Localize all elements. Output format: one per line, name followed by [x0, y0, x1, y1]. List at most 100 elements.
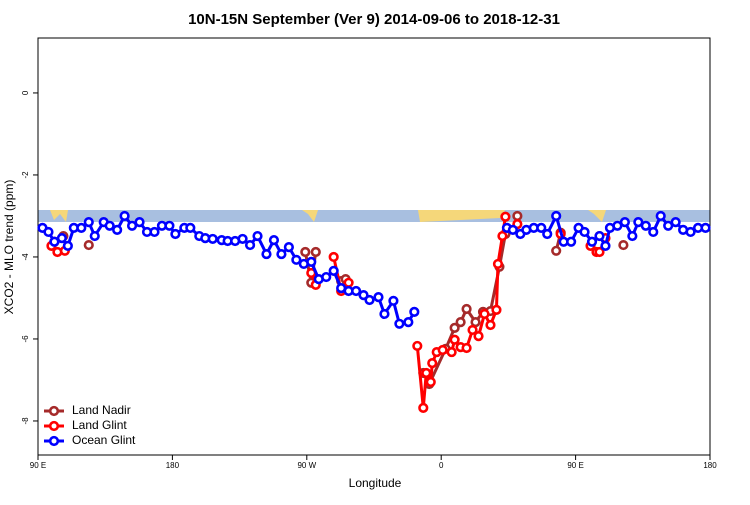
y-axis-label: XCO2 - MLO trend (ppm) — [2, 180, 16, 315]
point — [425, 376, 436, 388]
point — [437, 344, 448, 356]
point — [43, 226, 54, 238]
point — [551, 210, 562, 222]
point — [409, 306, 420, 317]
point — [119, 210, 130, 222]
chart-title: 10N-15N September (Ver 9) 2014-09-06 to … — [188, 11, 560, 28]
point — [485, 319, 496, 331]
land-strip — [302, 210, 318, 222]
point — [300, 246, 311, 258]
point — [594, 230, 605, 242]
x-axis-label: Longitude — [349, 476, 402, 490]
y-tick-label: 0 — [21, 90, 30, 95]
point — [449, 334, 460, 345]
point — [492, 258, 504, 270]
point — [449, 322, 460, 333]
point — [461, 342, 472, 354]
point — [633, 217, 644, 228]
point — [700, 222, 711, 233]
point — [685, 226, 696, 238]
point — [427, 358, 438, 369]
point — [185, 222, 196, 233]
point — [328, 251, 339, 263]
point — [350, 285, 362, 297]
land-strip — [588, 210, 606, 222]
point — [627, 230, 638, 242]
point — [83, 217, 94, 228]
legend-marker — [48, 435, 60, 447]
x-tick-label: 180 — [166, 461, 180, 470]
point — [586, 236, 598, 247]
point — [252, 230, 263, 242]
legend-label: Land Nadir — [72, 403, 131, 417]
point — [62, 240, 73, 251]
point — [343, 277, 354, 288]
point — [491, 304, 502, 315]
y-tick-label: -8 — [21, 417, 30, 425]
point — [261, 248, 272, 260]
point — [536, 222, 547, 233]
point — [640, 220, 651, 231]
point — [566, 236, 577, 247]
point — [619, 217, 630, 228]
point — [612, 220, 623, 231]
point — [467, 324, 478, 336]
point — [470, 317, 481, 328]
point — [56, 232, 67, 244]
point — [403, 317, 414, 328]
point — [244, 239, 256, 251]
point — [418, 402, 429, 413]
x-tick-label: 90 E — [567, 461, 583, 470]
point — [310, 246, 321, 258]
point — [497, 230, 508, 242]
x-tick-label: 90 W — [297, 461, 316, 470]
point — [89, 230, 100, 242]
point — [283, 242, 294, 253]
point — [421, 367, 432, 379]
point — [479, 308, 490, 320]
legend-label: Land Glint — [72, 418, 127, 432]
point — [83, 239, 94, 251]
point — [104, 220, 115, 231]
legend-marker — [48, 405, 60, 417]
point — [500, 211, 511, 222]
point — [328, 265, 339, 276]
point — [364, 294, 375, 306]
point — [670, 217, 681, 228]
ocean-strip — [38, 210, 710, 222]
land-strip — [50, 210, 68, 222]
point — [388, 295, 399, 306]
point — [507, 224, 518, 235]
point — [579, 226, 590, 238]
point — [461, 303, 472, 315]
point — [446, 346, 457, 358]
point — [276, 248, 287, 260]
point — [237, 233, 248, 245]
point — [268, 235, 280, 246]
point — [134, 217, 145, 228]
point — [112, 224, 123, 235]
point — [207, 233, 218, 245]
point — [291, 254, 302, 265]
plot-frame — [37, 37, 711, 456]
point — [412, 340, 423, 352]
point — [306, 256, 317, 267]
legend-marker — [48, 420, 60, 432]
series-line — [54, 233, 623, 384]
point — [49, 236, 60, 247]
point — [655, 210, 666, 222]
point — [663, 220, 674, 231]
point — [551, 245, 562, 256]
point — [600, 240, 611, 251]
point — [648, 226, 659, 238]
point — [473, 330, 484, 342]
point — [512, 210, 523, 222]
point — [321, 271, 332, 283]
x-tick-label: 180 — [703, 461, 717, 470]
legend-label: Ocean Glint — [72, 433, 136, 447]
y-tick-label: -6 — [21, 335, 30, 343]
point — [126, 220, 138, 231]
y-tick-label: -4 — [21, 253, 30, 261]
y-tick-label: -2 — [21, 171, 30, 179]
point — [455, 317, 466, 328]
